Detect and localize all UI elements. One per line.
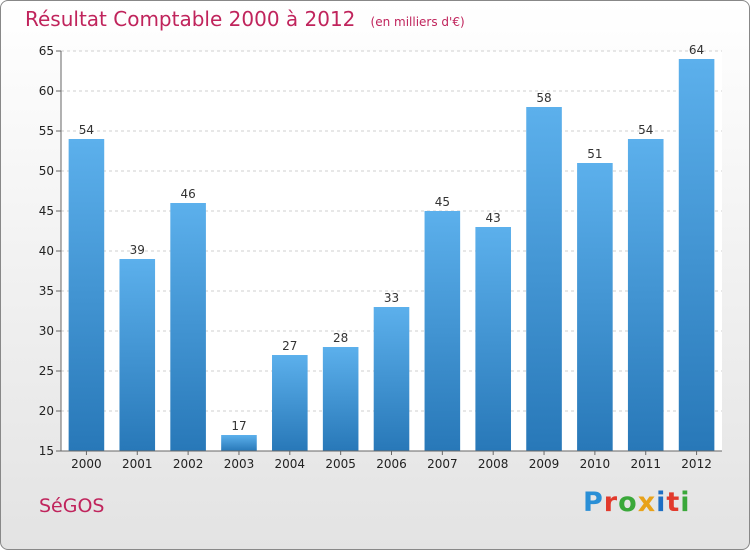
x-tick-label-2000: 2000 (71, 457, 102, 471)
logo-letter: o (618, 487, 638, 518)
y-axis: 15 20 25 30 35 40 45 50 55 60 65 (39, 44, 62, 458)
bar-2004[interactable] (272, 355, 308, 451)
data-label-2003: 17 (231, 419, 246, 433)
data-label-2001: 39 (130, 243, 145, 257)
y-tick-label: 40 (39, 244, 54, 258)
data-label-2002: 46 (180, 187, 195, 201)
y-tick-label: 20 (39, 404, 54, 418)
x-tick-label-2003: 2003 (224, 457, 255, 471)
data-label-2011: 54 (638, 123, 653, 137)
x-tick-label-2012: 2012 (681, 457, 712, 471)
y-tick-label: 25 (39, 364, 54, 378)
logo-letter: x (637, 487, 657, 518)
logo-letter: t (666, 487, 681, 518)
x-tick-label-2005: 2005 (325, 457, 356, 471)
bar-2011[interactable] (627, 139, 664, 451)
data-label-2006: 33 (384, 291, 399, 305)
town-name: SéGOS (39, 495, 105, 517)
y-tick-label: 15 (39, 444, 54, 458)
x-tick-label-2007: 2007 (427, 457, 458, 471)
logo-letter: r (603, 487, 619, 518)
bar-2007[interactable] (424, 211, 461, 451)
x-tick-label-2008: 2008 (478, 457, 509, 471)
x-tick-label-2004: 2004 (275, 457, 306, 471)
bar-2005[interactable] (322, 347, 359, 451)
bar-2008[interactable] (475, 227, 511, 451)
bar-2001[interactable] (119, 259, 156, 451)
bar-2000[interactable] (68, 139, 105, 451)
data-label-2012: 64 (689, 43, 704, 57)
bar-2003[interactable] (221, 435, 257, 451)
x-tick-label-2009: 2009 (529, 457, 560, 471)
proxiti-logo[interactable]: Proxiti (583, 487, 691, 518)
title-row: Résultat Comptable 2000 à 2012 (en milli… (25, 7, 465, 31)
x-tick-label-2002: 2002 (173, 457, 204, 471)
x-tick-label-2010: 2010 (580, 457, 611, 471)
chart-title: Résultat Comptable 2000 à 2012 (25, 7, 356, 31)
y-tick-label: 50 (39, 164, 54, 178)
data-label-2008: 43 (486, 211, 501, 225)
data-label-2009: 58 (536, 91, 551, 105)
data-label-2004: 27 (282, 339, 297, 353)
x-tick-label-2011: 2011 (630, 457, 661, 471)
logo-letter: P (583, 487, 604, 518)
x-tick-label-2006: 2006 (376, 457, 407, 471)
y-tick-label: 55 (39, 124, 54, 138)
data-label-2010: 51 (587, 147, 602, 161)
x-axis: 2000 2001 2002 2003 2004 2005 2006 2007 2008 2009… (61, 450, 722, 471)
bar-2012[interactable] (678, 59, 715, 451)
data-label-2000: 54 (79, 123, 94, 137)
y-tick-label: 45 (39, 204, 54, 218)
chart-subtitle: (en milliers d'€) (370, 15, 465, 29)
y-tick-label: 30 (39, 324, 54, 338)
bar-2006[interactable] (373, 307, 410, 451)
data-label-2007: 45 (435, 195, 450, 209)
bar-2002[interactable] (170, 203, 206, 451)
x-tick-label-2001: 2001 (122, 457, 153, 471)
logo-letter: i (680, 487, 691, 518)
y-tick-label: 35 (39, 284, 54, 298)
y-tick-label: 65 (39, 44, 54, 58)
y-tick-label: 60 (39, 84, 54, 98)
bar-2009[interactable] (526, 107, 562, 451)
bar-2010[interactable] (577, 163, 613, 451)
data-label-2005: 28 (333, 331, 348, 345)
bars: 54 39 46 17 27 28 33 45 43 58 51 54 64 (68, 43, 715, 451)
logo-letter: i (656, 487, 667, 518)
